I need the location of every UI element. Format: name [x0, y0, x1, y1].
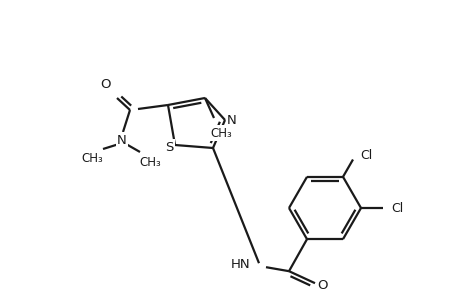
Text: CH₃: CH₃: [81, 152, 103, 164]
Text: N: N: [227, 113, 236, 127]
Text: O: O: [317, 279, 328, 292]
Text: CH₃: CH₃: [210, 127, 231, 140]
Text: S: S: [164, 140, 173, 154]
Text: Cl: Cl: [359, 149, 371, 162]
Text: Cl: Cl: [390, 202, 403, 214]
Text: HN: HN: [230, 258, 249, 271]
Text: O: O: [101, 77, 111, 91]
Text: N: N: [117, 134, 127, 146]
Text: CH₃: CH₃: [139, 155, 161, 169]
